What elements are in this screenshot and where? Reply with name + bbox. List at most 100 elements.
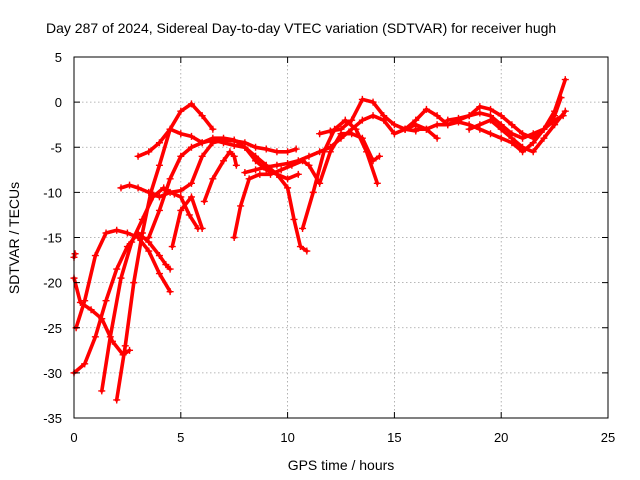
data-point xyxy=(145,148,153,156)
data-point xyxy=(113,265,121,273)
data-point xyxy=(557,94,565,102)
data-point xyxy=(369,98,377,106)
data-point xyxy=(551,112,559,120)
data-point xyxy=(262,163,270,171)
data-point xyxy=(380,112,388,120)
data-point xyxy=(162,261,170,269)
y-tick-label: -20 xyxy=(43,276,62,291)
data-point xyxy=(166,175,174,183)
data-point xyxy=(155,139,163,147)
y-tick-label: 5 xyxy=(55,50,62,65)
data-point xyxy=(273,161,281,169)
series-trace xyxy=(202,150,239,204)
data-point xyxy=(230,152,238,160)
data-point xyxy=(284,184,292,192)
series-trace xyxy=(317,97,418,136)
data-point xyxy=(262,145,270,153)
data-point xyxy=(237,202,245,210)
data-point xyxy=(117,184,125,192)
data-point xyxy=(155,270,163,278)
series-trace xyxy=(467,109,568,154)
data-point xyxy=(177,187,185,195)
data-point xyxy=(117,274,125,282)
data-point xyxy=(540,125,548,133)
data-point xyxy=(230,234,238,241)
series-pass-f xyxy=(113,100,217,404)
data-point xyxy=(209,175,217,183)
data-point xyxy=(320,148,328,156)
data-point xyxy=(390,121,398,129)
data-point xyxy=(98,387,106,395)
data-point xyxy=(256,170,264,178)
data-point xyxy=(487,105,495,113)
data-point xyxy=(373,179,381,187)
x-tick-label: 25 xyxy=(601,430,615,445)
data-point xyxy=(252,166,260,174)
data-point xyxy=(341,116,349,124)
data-point xyxy=(155,252,163,260)
series-trace xyxy=(232,131,382,240)
data-point xyxy=(284,148,292,156)
series-pass-s xyxy=(465,107,569,156)
data-point xyxy=(476,103,484,111)
y-tick-label: -25 xyxy=(43,321,62,336)
series-pass-d xyxy=(72,226,174,332)
data-point xyxy=(177,107,185,115)
data-point xyxy=(113,396,121,404)
series-trace xyxy=(300,118,380,231)
series-trace xyxy=(74,228,172,330)
data-point xyxy=(284,159,292,167)
data-point xyxy=(487,130,495,138)
data-point xyxy=(465,112,473,120)
data-point xyxy=(121,342,129,350)
data-point xyxy=(166,265,174,273)
data-point xyxy=(245,175,253,183)
grid xyxy=(74,57,608,418)
data-point xyxy=(198,112,206,120)
data-point xyxy=(284,175,292,183)
data-series xyxy=(70,76,569,404)
data-point xyxy=(155,193,163,201)
data-point xyxy=(187,132,195,140)
data-point xyxy=(476,121,484,129)
data-point xyxy=(185,211,193,219)
data-point xyxy=(126,346,134,354)
series-pass-e xyxy=(98,184,202,395)
data-point xyxy=(296,243,304,251)
data-point xyxy=(209,125,217,133)
data-point xyxy=(369,112,377,120)
data-point xyxy=(106,333,114,341)
data-point xyxy=(476,109,484,117)
data-point xyxy=(519,130,527,138)
series-pass-j xyxy=(168,193,206,251)
data-point xyxy=(363,148,371,156)
data-point xyxy=(145,234,153,241)
data-point xyxy=(433,112,441,120)
data-point xyxy=(465,125,473,133)
axis-ticks: 0 5 10 15 20 25 5 0 -5 -10 -15 -20 -25 -30 -35 xyxy=(43,50,615,445)
x-tick-label: 0 xyxy=(70,430,77,445)
data-point xyxy=(303,247,311,255)
data-point xyxy=(102,297,110,305)
data-point xyxy=(198,224,206,232)
data-point xyxy=(166,125,174,133)
data-point xyxy=(177,206,185,214)
x-tick-label: 20 xyxy=(494,430,508,445)
data-point xyxy=(168,243,176,251)
series-trace xyxy=(136,127,309,253)
data-point xyxy=(87,306,95,314)
data-point xyxy=(561,76,569,84)
data-point xyxy=(337,134,345,142)
data-point xyxy=(81,297,89,305)
data-point xyxy=(294,170,302,178)
y-tick-label: -35 xyxy=(43,411,62,426)
data-point xyxy=(497,112,505,120)
data-point xyxy=(177,193,185,201)
data-point xyxy=(529,134,537,142)
series-trace xyxy=(114,102,215,402)
data-point xyxy=(551,121,559,129)
data-point xyxy=(316,130,324,138)
data-point xyxy=(508,121,516,129)
y-tick-label: -5 xyxy=(50,140,62,155)
